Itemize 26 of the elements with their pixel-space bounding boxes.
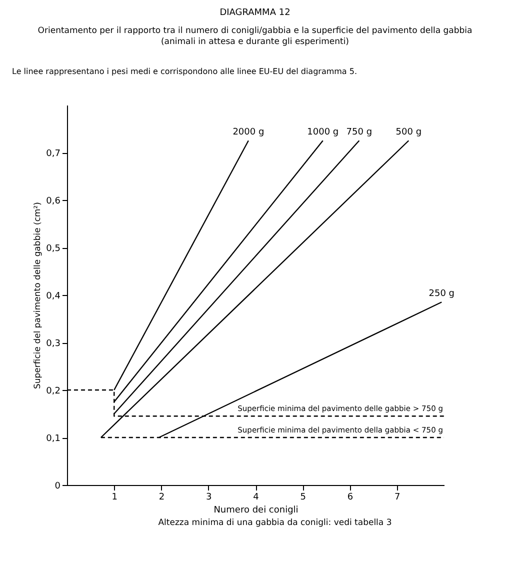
x-tick-label: 6	[347, 492, 354, 503]
y-tick-label: 0,2	[46, 386, 60, 397]
series-label: 2000 g	[232, 128, 264, 138]
chart-subtitle: Orientamento per il rapporto tra il numero di conigli/gabbia e la superficie del pavimento della gabbia (animali in attesa e durante gli esperimenti)	[36, 26, 474, 48]
y-tick-label: 0,3	[46, 339, 60, 350]
y-tick-label: 0	[54, 482, 61, 492]
series-label: 1000 g	[307, 128, 339, 138]
series-label: 250 g	[428, 289, 455, 300]
x-axis-title: Numero dei conigli	[214, 506, 298, 516]
x-tick-label: 5	[300, 492, 306, 503]
x-tick-label: 4	[253, 492, 260, 503]
text: Le linee rappresentano i pesi medi e corrispondono alle linee EU-EU del diagramma 5.	[12, 67, 358, 78]
x-tick-label: 2	[158, 492, 165, 503]
x-tick-label: 1	[112, 492, 118, 503]
series-label: 750 g	[346, 128, 372, 138]
x-tick-label: 7	[394, 492, 400, 503]
y-tick-label: 0,4	[46, 292, 61, 302]
text: Altezza minima di una gabbia da conigli: vedi tabella 3	[157, 518, 393, 528]
series-label: 500 g	[396, 128, 422, 138]
chart-title: DIAGRAMMA 12	[218, 8, 292, 18]
y-tick-label: 0,5	[46, 244, 60, 254]
y-tick-label: 0,6	[46, 196, 61, 207]
x-tick-label: 3	[206, 492, 212, 503]
y-tick-label: 0,1	[46, 434, 60, 444]
y-tick-label: 0,7	[46, 149, 60, 160]
y-axis-title: Superficie del pavimento delle gabbie (cm²)	[33, 202, 44, 390]
